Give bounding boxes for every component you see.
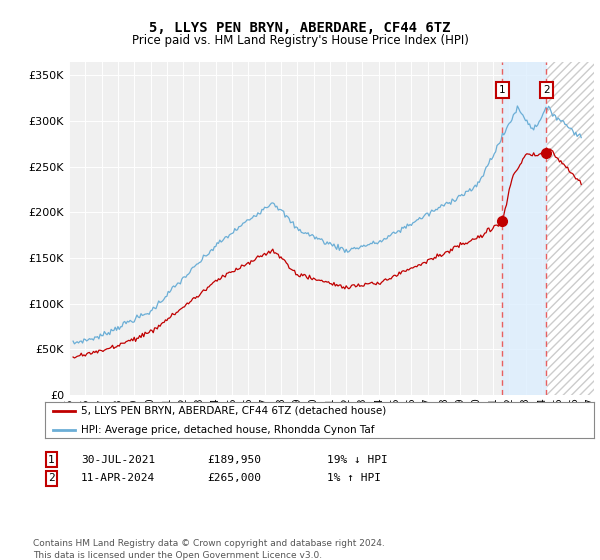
Text: HPI: Average price, detached house, Rhondda Cynon Taf: HPI: Average price, detached house, Rhon…: [80, 425, 374, 435]
Text: 1: 1: [499, 85, 506, 95]
Bar: [502, 62, 547, 395]
Text: 11-APR-2024: 11-APR-2024: [81, 473, 155, 483]
Bar: [547, 62, 594, 395]
Text: 2: 2: [48, 473, 55, 483]
Text: Contains HM Land Registry data © Crown copyright and database right 2024.
This d: Contains HM Land Registry data © Crown c…: [33, 539, 385, 559]
Text: 2: 2: [543, 85, 550, 95]
Text: £189,950: £189,950: [207, 455, 261, 465]
Text: 1% ↑ HPI: 1% ↑ HPI: [327, 473, 381, 483]
Bar: [547, 62, 594, 395]
Text: £265,000: £265,000: [207, 473, 261, 483]
Text: Price paid vs. HM Land Registry's House Price Index (HPI): Price paid vs. HM Land Registry's House …: [131, 34, 469, 46]
Text: 1: 1: [48, 455, 55, 465]
Text: 19% ↓ HPI: 19% ↓ HPI: [327, 455, 388, 465]
Text: 5, LLYS PEN BRYN, ABERDARE, CF44 6TZ: 5, LLYS PEN BRYN, ABERDARE, CF44 6TZ: [149, 21, 451, 35]
Text: 5, LLYS PEN BRYN, ABERDARE, CF44 6TZ (detached house): 5, LLYS PEN BRYN, ABERDARE, CF44 6TZ (de…: [80, 406, 386, 416]
Text: 30-JUL-2021: 30-JUL-2021: [81, 455, 155, 465]
